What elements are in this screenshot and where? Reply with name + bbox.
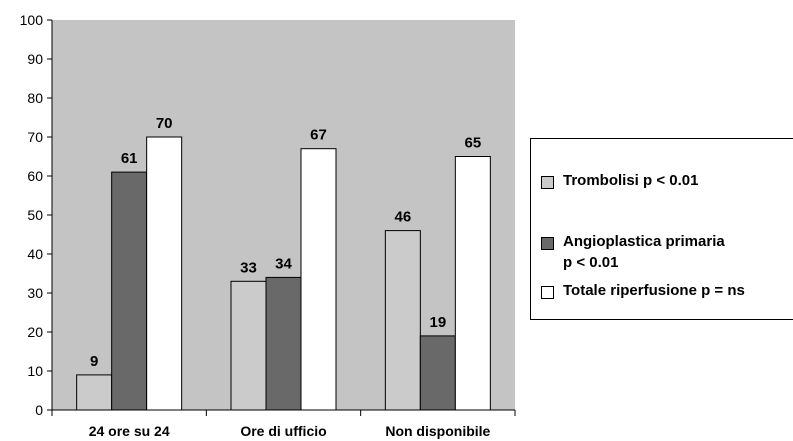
y-tick-label: 100 xyxy=(20,12,44,28)
bar xyxy=(146,136,183,411)
x-tick-label: Ore di ufficio xyxy=(240,423,326,439)
legend: Trombolisi p < 0.01 Angioplastica primari… xyxy=(530,138,793,320)
legend-swatch xyxy=(541,176,554,189)
bar xyxy=(419,335,456,411)
bar xyxy=(230,280,267,411)
legend-entry: Totale riperfusione p = ns xyxy=(541,282,745,301)
legend-entry: Trombolisi p < 0.01 xyxy=(541,172,699,191)
value-label: 65 xyxy=(464,135,481,152)
value-label: 9 xyxy=(90,353,98,370)
bar xyxy=(454,156,491,411)
y-tick-label: 80 xyxy=(27,90,43,106)
y-tick-label: 90 xyxy=(27,51,43,67)
y-tick-label: 70 xyxy=(27,129,43,145)
x-tick-label: Non disponibile xyxy=(385,423,490,439)
legend-swatch xyxy=(541,286,554,299)
y-tick-label: 30 xyxy=(27,285,43,301)
y-tick-label: 20 xyxy=(27,324,43,340)
value-label: 70 xyxy=(156,115,173,132)
bar xyxy=(111,171,148,411)
x-tick-label: 24 ore su 24 xyxy=(89,423,170,439)
legend-swatch xyxy=(541,237,554,250)
bar xyxy=(76,374,113,411)
value-label: 34 xyxy=(275,255,292,272)
y-tick-label: 40 xyxy=(27,246,43,262)
value-label: 61 xyxy=(121,150,138,167)
value-label: 46 xyxy=(394,209,411,226)
legend-label: Trombolisi p < 0.01 xyxy=(563,172,699,189)
bar xyxy=(300,148,337,411)
value-label: 33 xyxy=(240,259,257,276)
bar xyxy=(265,276,302,411)
y-tick-label: 50 xyxy=(27,207,43,223)
y-tick-label: 60 xyxy=(27,168,43,184)
value-label: 19 xyxy=(429,314,446,331)
bar xyxy=(384,230,421,411)
legend-label: Totale riperfusione p = ns xyxy=(563,282,745,299)
y-tick-label: 0 xyxy=(35,402,43,418)
legend-label: Angioplastica primaria p < 0.01 xyxy=(563,233,725,271)
y-tick-label: 10 xyxy=(27,363,43,379)
legend-entry: Angioplastica primaria p < 0.01 xyxy=(541,233,725,273)
value-label: 67 xyxy=(310,127,327,144)
